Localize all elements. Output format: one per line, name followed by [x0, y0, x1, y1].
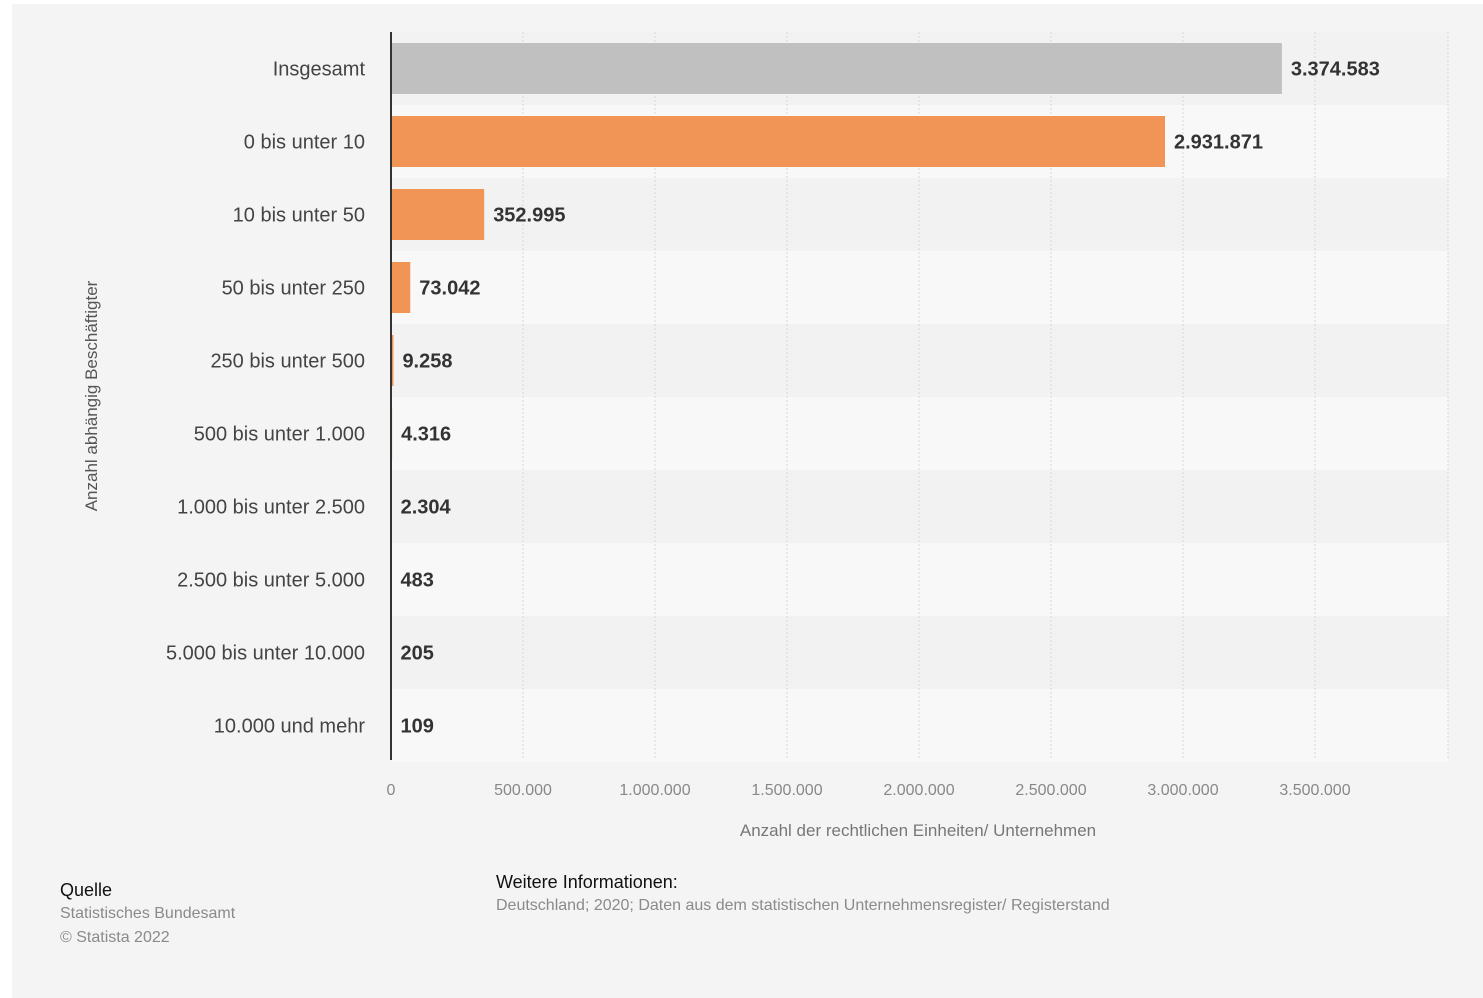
source-title: Quelle — [60, 880, 113, 900]
category-label: 10.000 und mehr — [214, 716, 366, 738]
bar — [391, 116, 1166, 167]
info-title: Weitere Informationen: — [496, 872, 678, 892]
value-label: 483 — [401, 570, 434, 592]
x-tick-label: 500.000 — [494, 782, 552, 799]
x-tick-label: 2.500.000 — [1015, 782, 1086, 799]
info-text: Deutschland; 2020; Daten aus dem statist… — [496, 897, 1110, 914]
row-band — [391, 470, 1448, 543]
category-label: 500 bis unter 1.000 — [194, 424, 365, 446]
x-tick-label: 2.000.000 — [883, 782, 954, 799]
value-label: 73.042 — [419, 278, 480, 300]
x-tick-label: 3.000.000 — [1147, 782, 1218, 799]
category-label: Insgesamt — [273, 59, 366, 81]
copyright-text: © Statista 2022 — [60, 929, 170, 946]
x-tick-label: 1.500.000 — [751, 782, 822, 799]
value-label: 352.995 — [493, 205, 565, 227]
value-label: 2.931.871 — [1174, 132, 1263, 154]
row-band — [391, 543, 1448, 616]
category-label: 5.000 bis unter 10.000 — [166, 643, 365, 665]
category-label: 250 bis unter 500 — [210, 351, 365, 373]
category-label: 50 bis unter 250 — [222, 278, 365, 300]
bar — [391, 262, 411, 313]
category-label: 0 bis unter 10 — [244, 132, 365, 154]
bar — [391, 189, 485, 240]
source-block: Quelle Statistisches Bundesamt © Statist… — [60, 878, 235, 950]
x-tick-label: 0 — [387, 782, 396, 799]
info-block: Weitere Informationen: Deutschland; 2020… — [496, 870, 1110, 918]
y-axis-title: Anzahl abhängig Beschäftigter — [82, 280, 101, 511]
source-name: Statistisches Bundesamt — [60, 905, 236, 922]
x-tick-label: 1.000.000 — [619, 782, 690, 799]
bar — [391, 43, 1282, 94]
category-label: 1.000 bis unter 2.500 — [177, 497, 365, 519]
value-label: 3.374.583 — [1291, 59, 1380, 81]
bar — [391, 335, 394, 386]
value-label: 109 — [401, 716, 434, 738]
category-label: 2.500 bis unter 5.000 — [177, 570, 365, 592]
value-label: 4.316 — [401, 424, 451, 446]
x-axis-title: Anzahl der rechtlichen Einheiten/ Untern… — [740, 821, 1096, 840]
bar-chart: Insgesamt 3.374.583 0 bis unter 10 2.931.87… — [82, 32, 1449, 840]
x-tick-label: 3.500.000 — [1279, 782, 1350, 799]
value-label: 9.258 — [402, 351, 452, 373]
value-label: 2.304 — [401, 497, 452, 519]
value-label: 205 — [401, 643, 434, 665]
category-label: 10 bis unter 50 — [233, 205, 365, 227]
row-band — [391, 178, 1448, 251]
row-band — [391, 251, 1448, 324]
